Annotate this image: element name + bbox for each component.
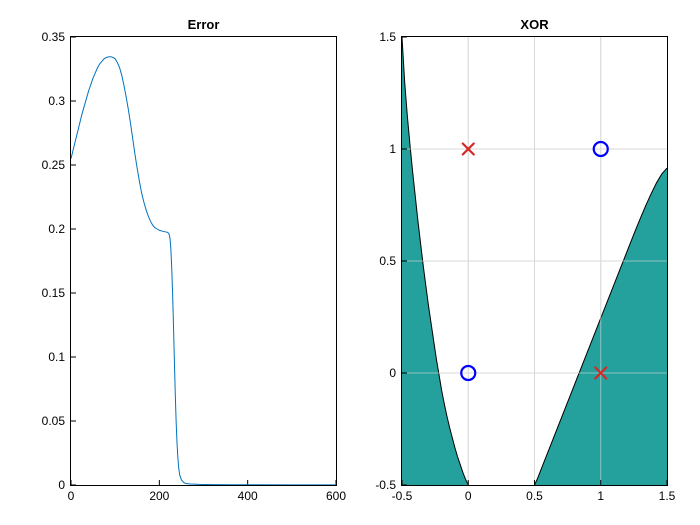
ytick-label: 1 [389,142,402,156]
xtick-label: 0 [465,485,472,503]
xtick-label: 400 [238,485,258,503]
xtick-label: -0.5 [392,485,413,503]
error-plot-svg [71,37,336,485]
ytick-label: 0.25 [42,158,71,172]
ytick-label: 0.35 [42,30,71,44]
xor-axes: XOR -0.500.511.5-0.500.511.5 [401,36,668,486]
ytick-label: 0.05 [42,414,71,428]
ytick-label: 0.2 [48,222,71,236]
xor-plot-svg [402,37,667,485]
xtick-label: 1 [597,485,604,503]
xtick-label: 600 [326,485,346,503]
ytick-label: 1.5 [379,30,402,44]
ytick-label: 0.15 [42,286,71,300]
ytick-label: 0.5 [379,254,402,268]
ytick-label: 0 [389,366,402,380]
ytick-label: 0.3 [48,94,71,108]
error-line [71,57,336,485]
error-title: Error [71,17,336,32]
xtick-label: 0 [68,485,75,503]
ytick-label: 0.1 [48,350,71,364]
xtick-label: 200 [149,485,169,503]
xor-title: XOR [402,17,667,32]
xtick-label: 0.5 [526,485,543,503]
error-axes: Error 00.050.10.150.20.250.30.3502004006… [70,36,337,486]
figure: Error 0 0.05 0.1 0.15 0.2 0.25 0.3 0.35 0 200 400 6… [0,0,700,525]
xtick-label: 1.5 [659,485,676,503]
